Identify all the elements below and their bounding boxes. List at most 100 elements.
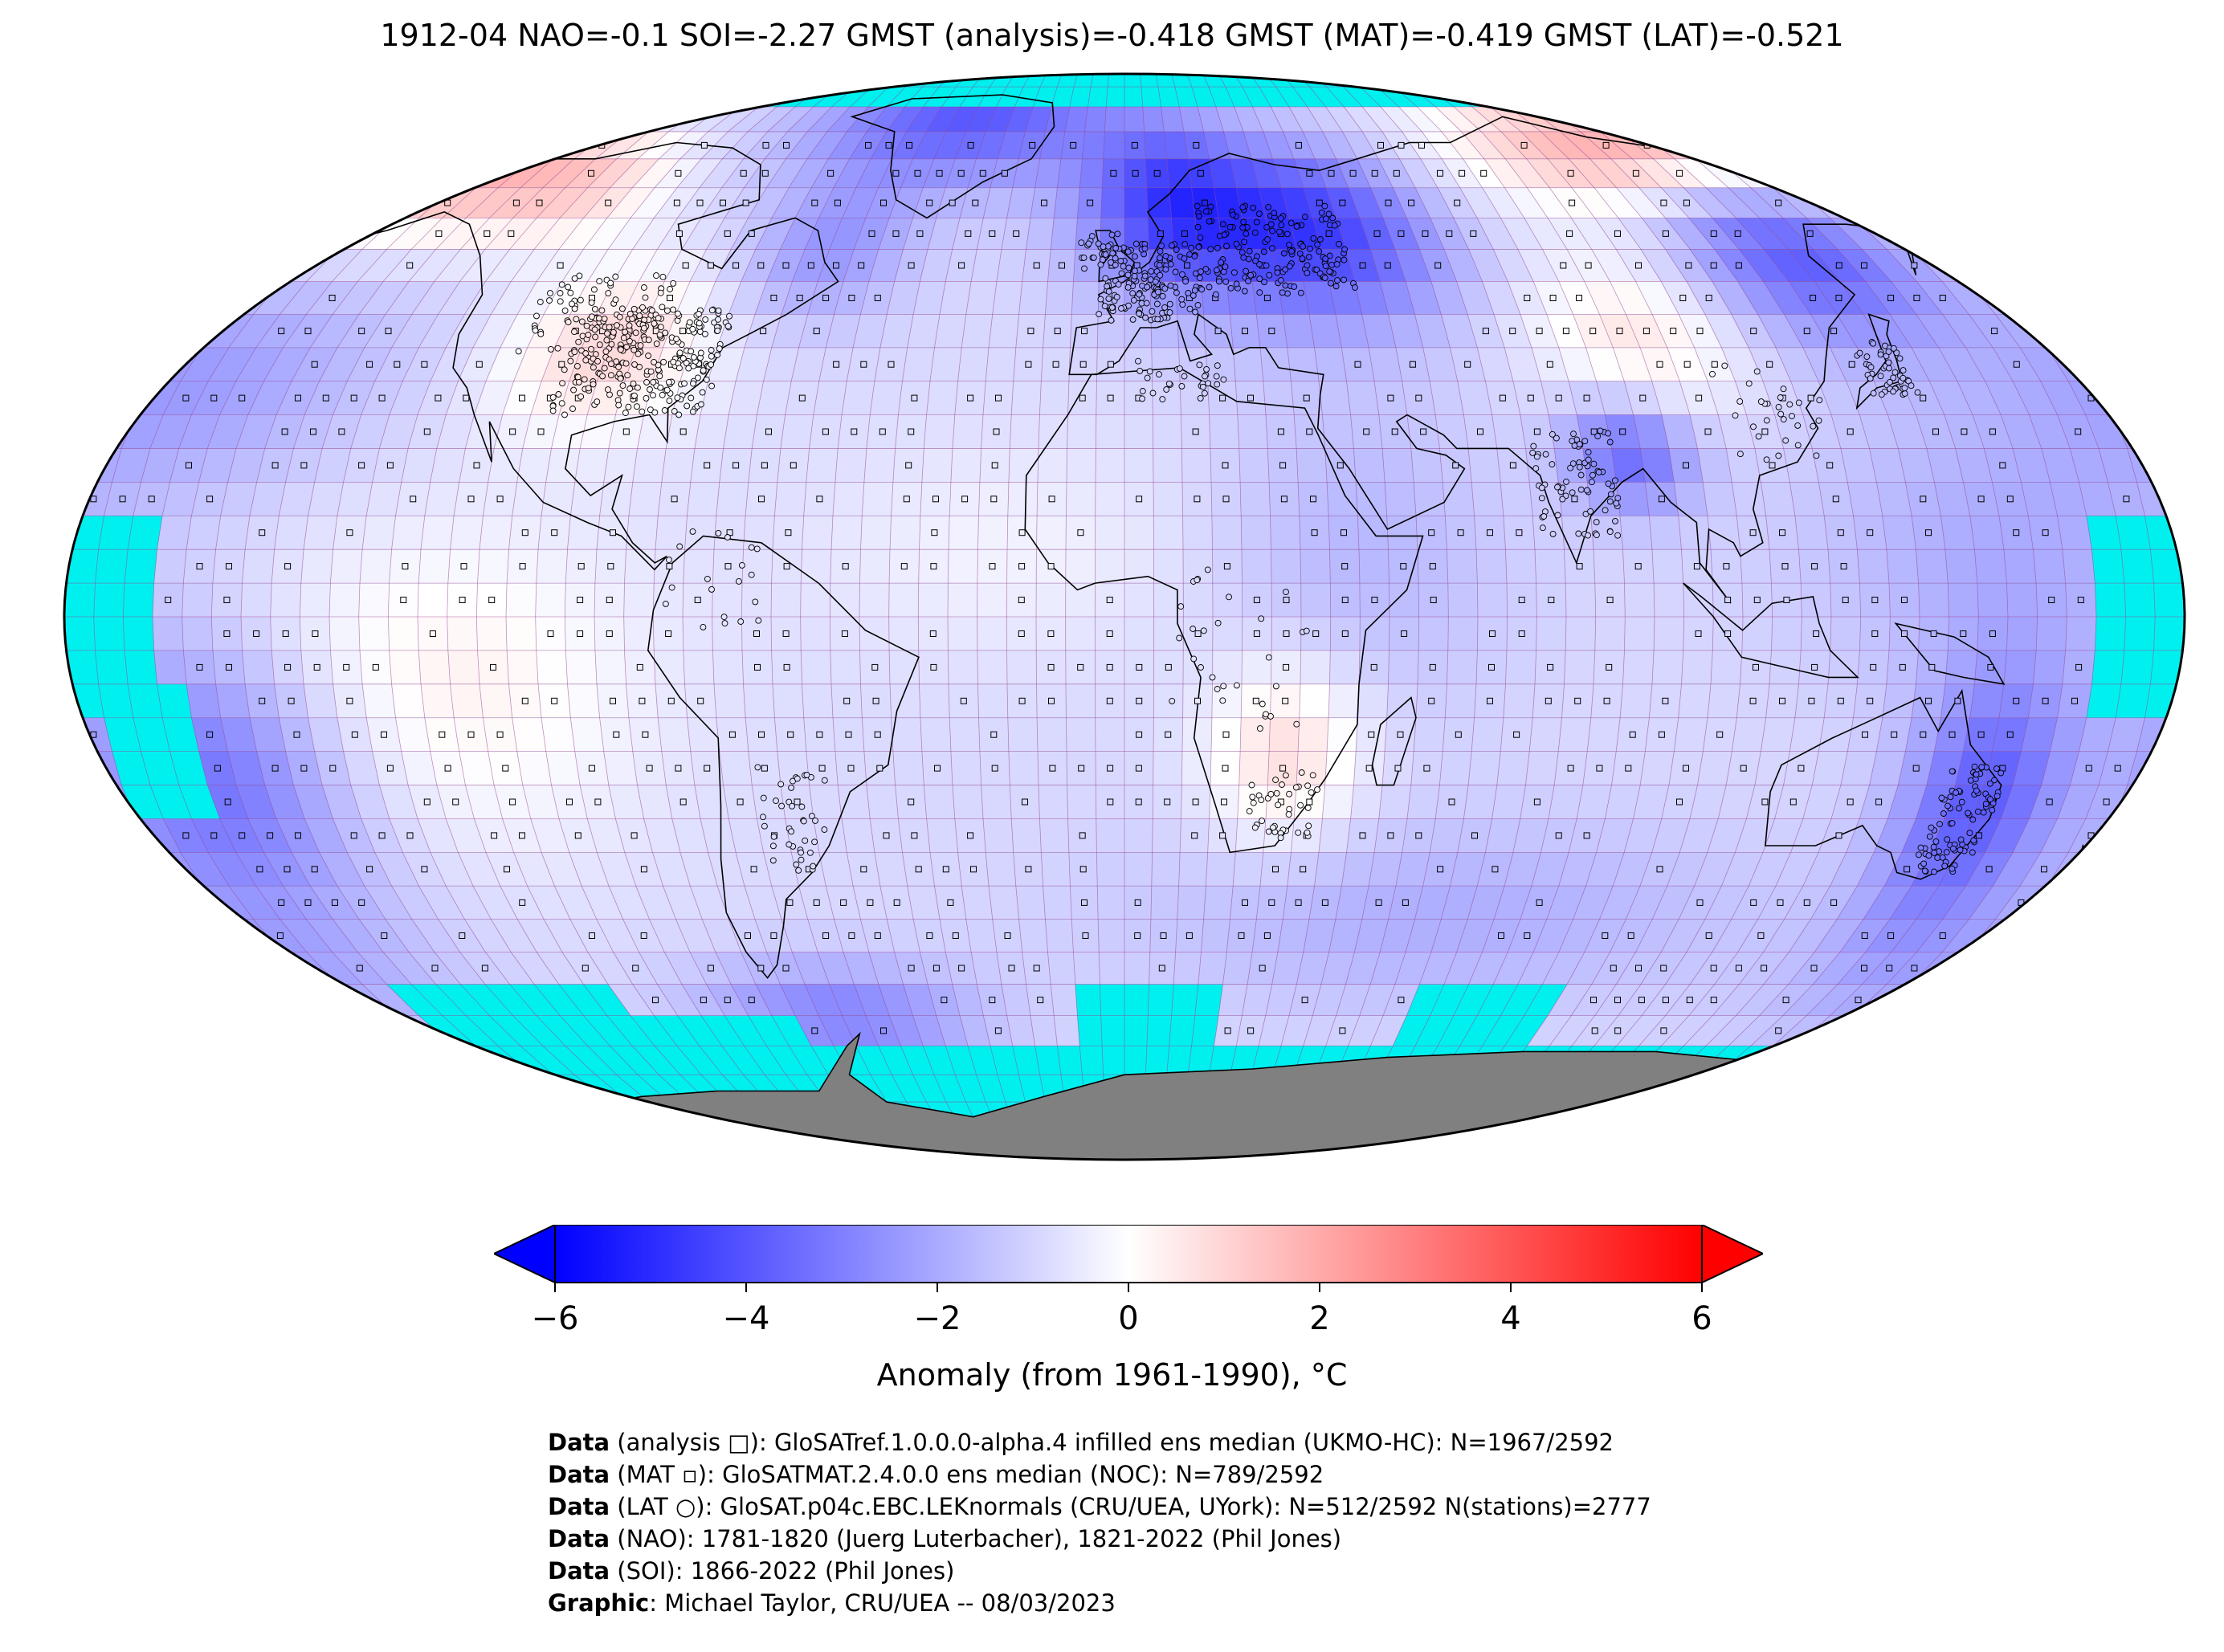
anomaly-cell (1681, 650, 1713, 684)
station-marker (1272, 683, 1279, 690)
station-marker (1576, 441, 1583, 448)
analysis-marker (421, 866, 428, 873)
station-marker (1886, 378, 1893, 385)
anomaly-cell (888, 583, 919, 617)
anomaly-cell (1359, 617, 1389, 651)
station-marker (1577, 471, 1585, 479)
anomaly-cell (1322, 131, 1357, 159)
anomaly-cell (671, 818, 708, 853)
analysis-marker (1222, 496, 1230, 503)
anomaly-cell (1435, 414, 1469, 449)
station-marker (1162, 266, 1169, 273)
station-marker (788, 828, 795, 835)
anomaly-cell (1047, 952, 1075, 985)
station-marker (643, 394, 650, 402)
analysis-marker (1106, 597, 1113, 603)
credit-label: Graphic (548, 1589, 650, 1617)
anomaly-cell (1746, 1102, 1818, 1127)
anomaly-cell (1764, 952, 1815, 985)
anomaly-cell (569, 852, 609, 887)
analysis-marker (1638, 997, 1645, 1004)
analysis-marker (871, 663, 879, 671)
analysis-marker (282, 630, 289, 637)
anomaly-cell (1616, 187, 1666, 218)
station-marker (683, 360, 690, 366)
station-marker (565, 319, 572, 325)
credit-label: Data (548, 1525, 610, 1552)
analysis-marker (915, 866, 922, 873)
anomaly-cell (1594, 187, 1642, 218)
anomaly-cell (468, 1075, 530, 1103)
station-marker (555, 391, 562, 398)
anomaly-cell (198, 448, 236, 483)
anomaly-cell (1657, 1146, 1715, 1160)
station-marker (1161, 285, 1169, 292)
anomaly-cell (770, 74, 811, 88)
analysis-marker (941, 997, 948, 1004)
analysis-marker (1548, 597, 1555, 603)
anomaly-cell (1802, 785, 1841, 819)
anomaly-cell (879, 314, 914, 348)
anomaly-cell (2050, 717, 2087, 752)
anomaly-cell (1242, 549, 1272, 584)
anomaly-cell (1865, 1046, 1930, 1075)
anomaly-cell (447, 131, 510, 159)
anomaly-cell (1259, 187, 1289, 218)
analysis-marker (1724, 630, 1732, 637)
station-marker (690, 380, 696, 387)
station-marker (1308, 789, 1315, 796)
anomaly-cell (549, 107, 613, 132)
anomaly-cell (1441, 886, 1478, 920)
analysis-marker (740, 169, 747, 177)
station-marker (1265, 203, 1272, 210)
anomaly-cell (1655, 107, 1720, 132)
analysis-marker (1912, 765, 1920, 772)
anomaly-cell (560, 187, 610, 218)
anomaly-cell (1206, 347, 1236, 381)
anomaly-cell (866, 785, 899, 819)
analysis-marker (1238, 932, 1245, 939)
station-marker (1168, 242, 1175, 249)
anomaly-cell (366, 482, 402, 516)
analysis-marker (423, 798, 431, 806)
anomaly-cell (560, 1015, 610, 1046)
station-marker (1149, 390, 1157, 397)
station-marker (1157, 271, 1164, 279)
anomaly-cell (466, 1015, 520, 1046)
station-marker (599, 373, 606, 380)
analysis-marker (519, 832, 525, 839)
analysis-marker (640, 932, 647, 939)
anomaly-cell (1898, 448, 1935, 483)
station-marker (1214, 244, 1221, 251)
anomaly-cell (968, 1046, 998, 1075)
analysis-marker (1810, 965, 1818, 972)
analysis-marker (880, 1027, 887, 1034)
station-marker (1264, 236, 1271, 243)
station-marker (1273, 789, 1280, 797)
anomaly-cell (1545, 87, 1601, 107)
analysis-marker (932, 965, 940, 972)
station-marker (788, 784, 795, 791)
station-marker (1300, 243, 1307, 250)
station-marker (1993, 793, 2001, 800)
anomaly-cell (1065, 549, 1096, 584)
anomaly-cell (308, 482, 344, 516)
anomaly-cell (589, 1102, 649, 1127)
analysis-marker (606, 597, 613, 603)
continent-outlines (312, 94, 2101, 1160)
anomaly-cell (464, 919, 512, 952)
station-marker (1267, 790, 1275, 797)
anomaly-cell (1759, 1046, 1818, 1075)
anomaly-cell (1549, 785, 1583, 819)
analysis-marker (239, 394, 246, 402)
anomaly-cell (502, 1127, 569, 1147)
station-marker (1589, 471, 1596, 479)
anomaly-cell (1382, 448, 1414, 483)
analysis-marker (1107, 394, 1114, 402)
anomaly-cell (1761, 717, 1795, 752)
station-marker (1252, 257, 1259, 264)
anomaly-cell (569, 1102, 630, 1127)
anomaly-cell (1447, 583, 1478, 617)
station-marker (1256, 275, 1263, 283)
analysis-marker (467, 496, 475, 503)
